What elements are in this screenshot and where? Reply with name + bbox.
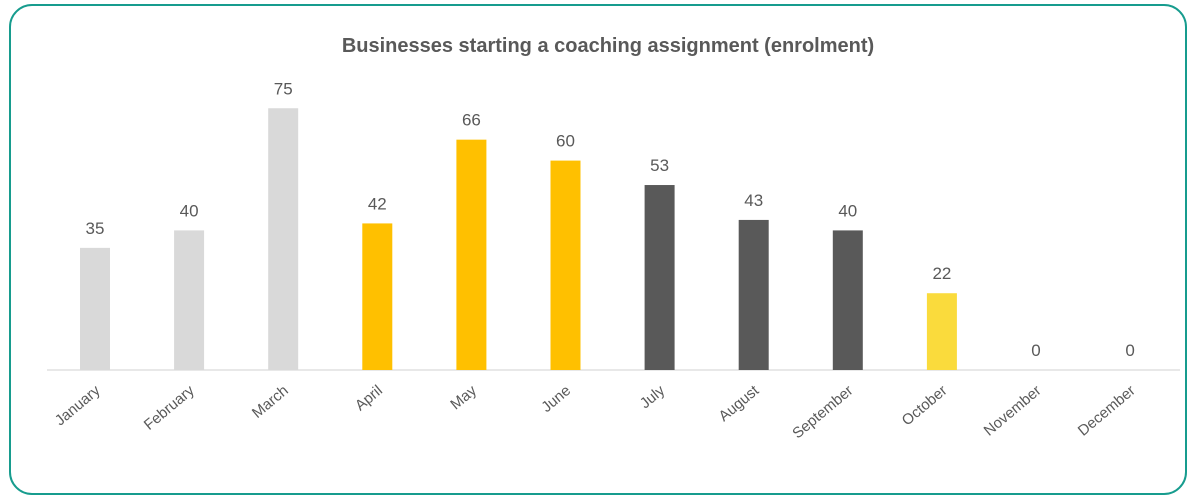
- data-label: 40: [180, 201, 199, 220]
- data-label: 66: [462, 111, 481, 130]
- bar: [456, 139, 487, 370]
- chart-title: Businesses starting a coaching assignmen…: [342, 35, 874, 57]
- data-label: 40: [838, 201, 857, 220]
- data-label: 75: [274, 79, 293, 98]
- bar: [832, 230, 863, 370]
- bar: [738, 219, 769, 370]
- data-label: 0: [1125, 341, 1134, 360]
- data-label: 22: [932, 264, 951, 283]
- data-label: 0: [1031, 341, 1040, 360]
- bar: [268, 108, 299, 370]
- bar: [926, 293, 957, 370]
- bar: [550, 160, 581, 370]
- data-label: 43: [744, 191, 763, 210]
- data-label: 53: [650, 156, 669, 175]
- bar: [174, 230, 205, 370]
- frame: [9, 4, 1187, 495]
- bar: [80, 247, 110, 370]
- data-label: 60: [556, 132, 575, 151]
- bar: [362, 223, 393, 370]
- data-label: 42: [368, 194, 387, 213]
- bar: [644, 185, 675, 370]
- data-label: 35: [86, 219, 105, 238]
